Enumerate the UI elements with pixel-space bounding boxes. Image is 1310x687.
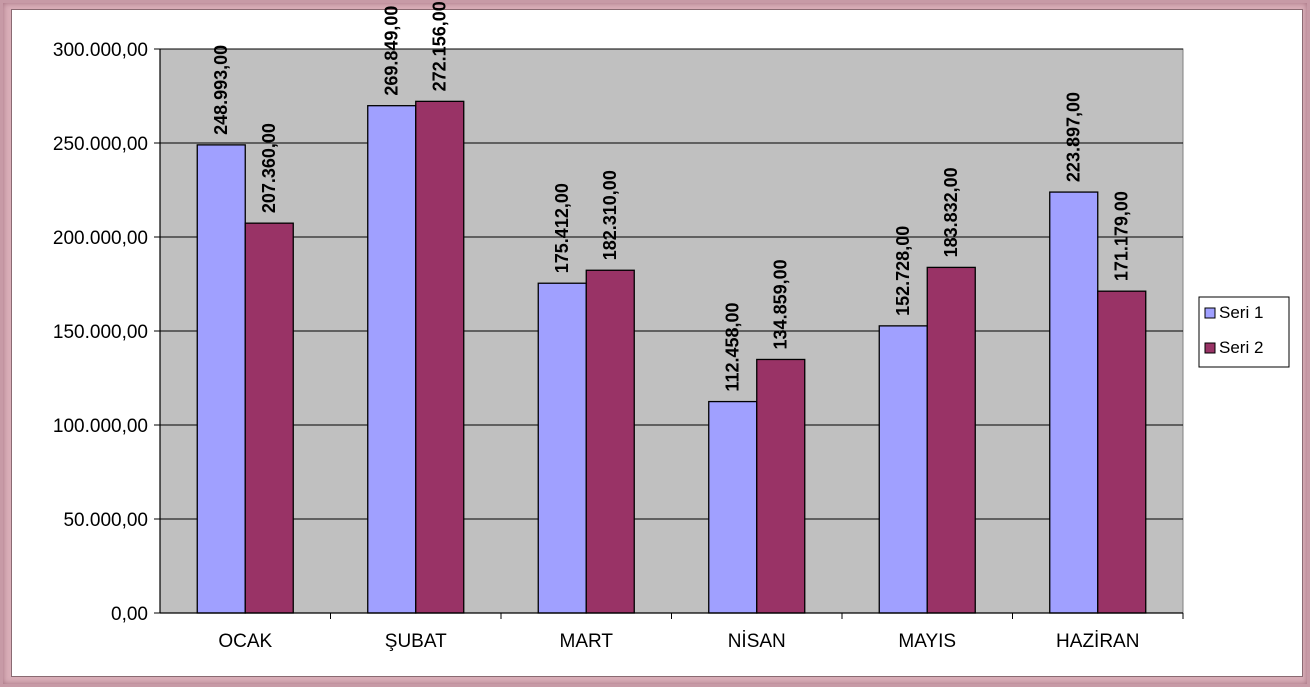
- bar-seri-2: [926, 266, 976, 614]
- legend-label-seri-1: Seri 1: [1219, 303, 1263, 322]
- data-label: 183.832,00: [941, 167, 961, 257]
- data-label: 112.458,00: [723, 302, 743, 391]
- data-label: 272.156,00: [430, 1, 450, 91]
- data-label: 207.360,00: [259, 123, 279, 213]
- y-tick-label: 150.000,00: [53, 322, 148, 343]
- y-tick-label: 0,00: [111, 604, 148, 625]
- bar-seri-1: [367, 105, 417, 614]
- bar-seri-2: [1097, 290, 1147, 614]
- gridlines: [160, 48, 1183, 520]
- y-tick-label: 100.000,00: [53, 416, 148, 437]
- data-label: 182.310,00: [600, 170, 620, 260]
- legend-label-seri-2: Seri 2: [1219, 338, 1263, 357]
- legend-swatch-seri-1: [1204, 307, 1216, 319]
- x-tick-label: HAZİRAN: [1056, 631, 1139, 652]
- legend-swatch-seri-2: [1204, 342, 1216, 354]
- data-label: 223.897,00: [1064, 92, 1084, 182]
- bar-seri-2: [415, 100, 465, 614]
- y-tick-label: 200.000,00: [53, 228, 148, 249]
- x-tick-label: MAYIS: [898, 631, 956, 652]
- bar-seri-1: [1049, 191, 1099, 614]
- data-label: 175.412,00: [552, 183, 572, 273]
- bar-seri-1: [537, 282, 587, 614]
- data-labels: 248.993,00 207.360,00 269.849,00 272.156,00…: [211, 1, 1132, 391]
- bar-seri-2: [756, 358, 806, 614]
- data-label: 171.179,00: [1112, 191, 1132, 281]
- data-label: 269.849,00: [382, 6, 402, 96]
- bar-seri-2: [244, 222, 294, 614]
- data-label: 134.859,00: [771, 259, 791, 349]
- bar-seri-2: [585, 269, 635, 614]
- data-label: 248.993,00: [211, 45, 231, 135]
- data-label: 152.728,00: [893, 226, 913, 316]
- y-tick-label: 250.000,00: [53, 134, 148, 155]
- bar-seri-1: [708, 400, 758, 614]
- y-tick-label: 50.000,00: [63, 510, 148, 531]
- tick-labels: 0,00 50.000,00 100.000,00 150.000,00 200.000…: [53, 40, 1184, 652]
- x-tick-label: OCAK: [218, 631, 272, 652]
- bars: [196, 100, 1147, 614]
- bar-seri-1: [196, 144, 246, 614]
- bar-seri-1: [878, 325, 928, 614]
- x-tick-label: ŞUBAT: [385, 631, 447, 652]
- x-tick-label: MART: [560, 631, 614, 652]
- x-tick-label: NİSAN: [728, 631, 786, 652]
- legend: Seri 1 Seri 2: [1198, 296, 1290, 368]
- y-tick-label: 300.000,00: [53, 40, 148, 61]
